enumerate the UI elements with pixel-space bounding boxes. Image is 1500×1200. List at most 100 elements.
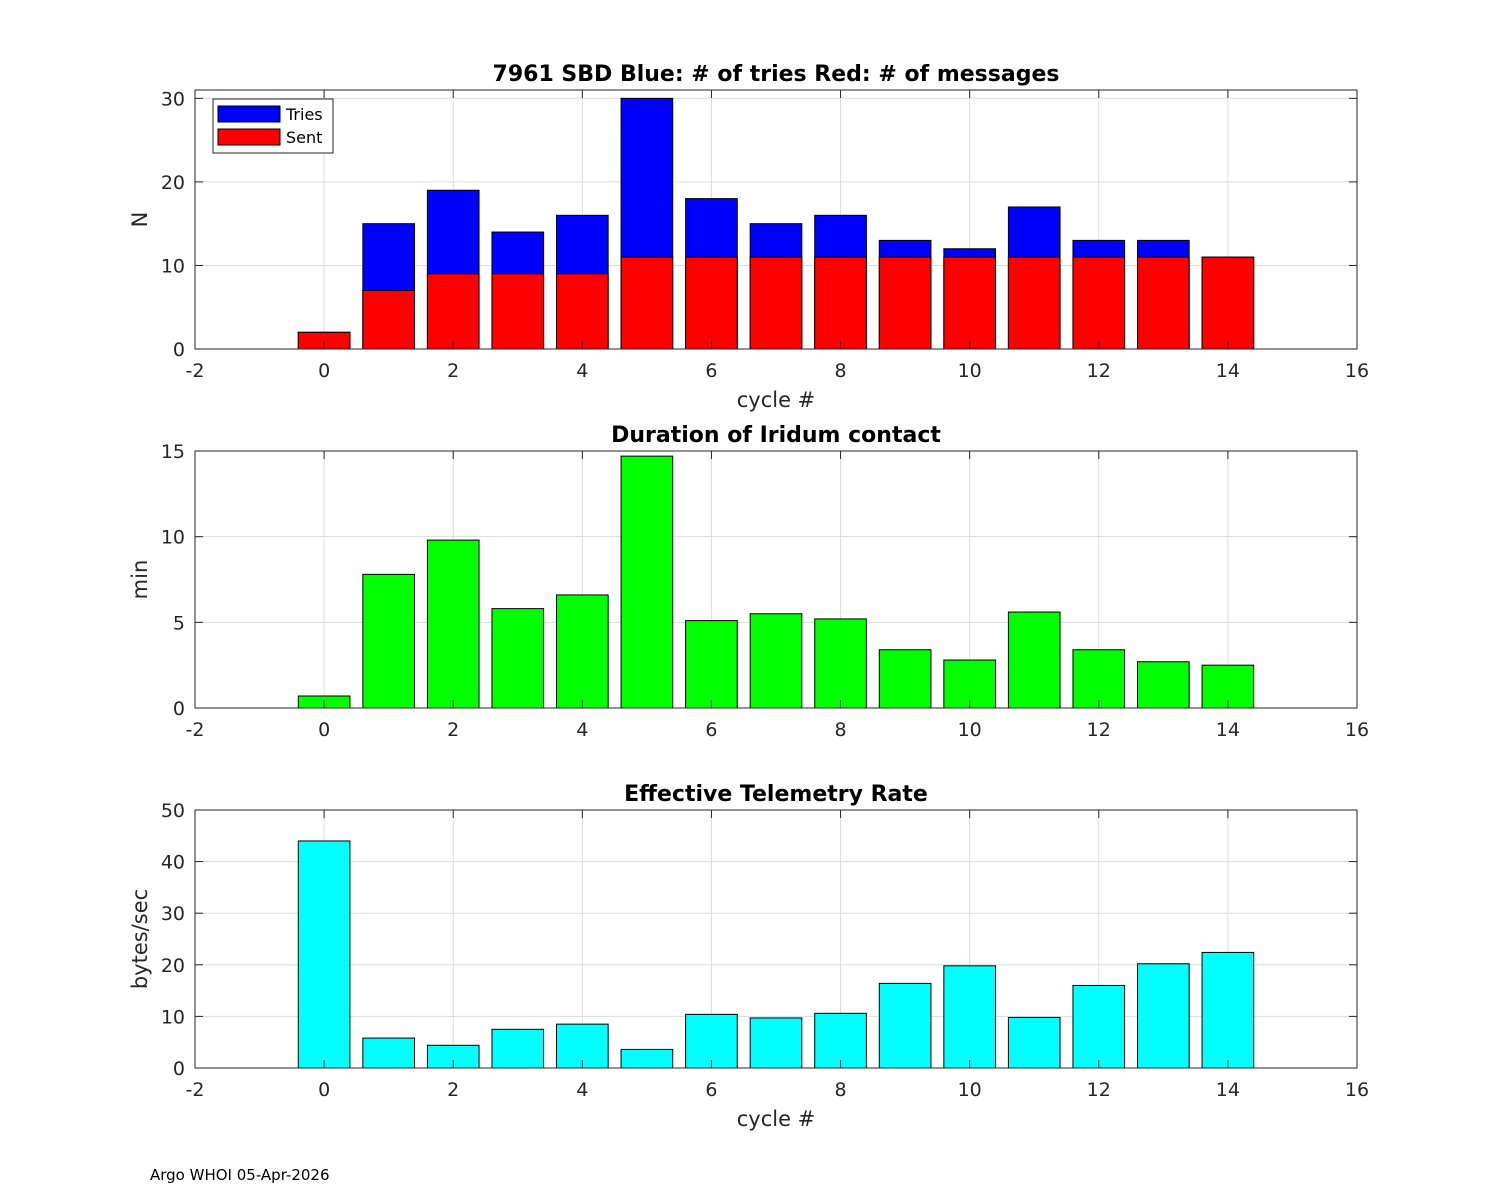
bar-rate-cycle-0 <box>297 840 351 1069</box>
bar-rate-cycle-3 <box>491 1028 545 1069</box>
x-tick-label: 6 <box>705 719 717 741</box>
chart-title: Effective Telemetry Rate <box>624 782 928 807</box>
y-tick-label: 0 <box>173 698 185 720</box>
y-tick-label: 10 <box>161 255 185 277</box>
y-tick-label: 20 <box>161 172 185 194</box>
y-tick-label: 40 <box>161 852 185 874</box>
bar-rate-cycle-14 <box>1201 951 1255 1069</box>
y-tick-label: 30 <box>161 903 185 925</box>
chart-title: 7961 SBD Blue: # of tries Red: # of mess… <box>493 62 1060 87</box>
bar-sent-cycle-7 <box>749 256 803 350</box>
x-tick-label: 0 <box>318 719 330 741</box>
bar-sent-cycle-5 <box>620 256 674 350</box>
bar-rate-cycle-6 <box>685 1013 738 1069</box>
y-tick-label: 10 <box>161 1006 185 1028</box>
x-tick-label: 2 <box>447 1079 459 1101</box>
y-tick-label: 10 <box>161 527 185 549</box>
legend-label-sent: Sent <box>286 128 322 147</box>
bar-sent-cycle-9 <box>878 256 932 350</box>
bar-rate-cycle-13 <box>1137 963 1190 1069</box>
x-tick-label: 14 <box>1216 360 1240 382</box>
bar-sent-cycle-2 <box>426 273 480 350</box>
bar-sent-cycle-11 <box>1007 256 1061 350</box>
x-tick-label: 2 <box>447 719 459 741</box>
y-tick-label: 0 <box>173 339 185 361</box>
bar-rate-cycle-7 <box>749 1017 803 1069</box>
x-tick-label: 4 <box>576 1079 588 1101</box>
bar-duration-cycle-13 <box>1137 661 1190 709</box>
bar-sent-cycle-10 <box>943 256 996 350</box>
x-tick-label: 0 <box>318 1079 330 1101</box>
bar-duration-cycle-11 <box>1007 611 1061 709</box>
x-tick-label: 6 <box>705 360 717 382</box>
bar-sent-cycle-1 <box>362 290 415 350</box>
bar-sent-cycle-6 <box>685 256 738 350</box>
bar-rate-cycle-1 <box>362 1037 415 1069</box>
x-tick-label: 16 <box>1345 719 1369 741</box>
bar-sent-cycle-8 <box>814 256 867 350</box>
bar-rate-cycle-10 <box>943 965 996 1069</box>
x-tick-label: 8 <box>835 719 847 741</box>
x-tick-label: 14 <box>1216 1079 1240 1101</box>
bar-duration-cycle-5 <box>620 455 674 709</box>
bar-rate-cycle-9 <box>878 982 932 1069</box>
y-tick-label: 5 <box>173 612 185 634</box>
x-tick-label: -2 <box>186 1079 205 1101</box>
bar-rate-cycle-5 <box>620 1048 674 1069</box>
bar-duration-cycle-7 <box>749 613 803 709</box>
y-tick-label: 30 <box>161 88 185 110</box>
bar-duration-cycle-9 <box>878 649 932 709</box>
x-tick-label: 16 <box>1345 360 1369 382</box>
bar-duration-cycle-2 <box>426 539 480 709</box>
y-tick-label: 15 <box>161 441 185 463</box>
bar-rate-cycle-11 <box>1007 1016 1061 1069</box>
y-axis-label: min <box>128 560 152 600</box>
x-tick-label: 8 <box>835 1079 847 1101</box>
legend-swatch-sent <box>217 128 281 146</box>
x-tick-label: 8 <box>835 360 847 382</box>
legend: Tries Sent <box>212 98 334 154</box>
bar-sent-cycle-14 <box>1201 256 1255 350</box>
chart-title: Duration of Iridum contact <box>611 423 941 448</box>
x-tick-label: 0 <box>318 360 330 382</box>
bar-sent-cycle-4 <box>556 273 609 350</box>
x-tick-label: 12 <box>1087 719 1111 741</box>
x-axis-label: cycle # <box>737 1107 816 1131</box>
bar-duration-cycle-8 <box>814 618 867 709</box>
bar-duration-cycle-12 <box>1072 649 1126 709</box>
x-axis-label: cycle # <box>737 388 816 412</box>
bar-duration-cycle-3 <box>491 608 545 709</box>
y-tick-label: 50 <box>161 800 185 822</box>
legend-label-tries: Tries <box>285 105 323 124</box>
axes-frame <box>194 809 1358 1069</box>
x-tick-label: 10 <box>958 719 982 741</box>
axes-frame <box>194 89 1358 350</box>
y-tick-label: 0 <box>173 1058 185 1080</box>
y-tick-label: 20 <box>161 955 185 977</box>
bar-rate-cycle-8 <box>814 1012 867 1069</box>
x-tick-label: -2 <box>186 360 205 382</box>
bar-duration-cycle-1 <box>362 573 415 709</box>
bar-sent-cycle-13 <box>1137 256 1190 350</box>
bar-sent-cycle-3 <box>491 273 545 350</box>
x-tick-label: 12 <box>1087 360 1111 382</box>
x-tick-label: -2 <box>186 719 205 741</box>
bar-sent-cycle-12 <box>1072 256 1126 350</box>
x-tick-label: 6 <box>705 1079 717 1101</box>
bar-rate-cycle-12 <box>1072 984 1126 1069</box>
x-tick-label: 2 <box>447 360 459 382</box>
bar-duration-cycle-6 <box>685 620 738 709</box>
footer-credit: Argo WHOI 05-Apr-2026 <box>150 1166 330 1184</box>
x-tick-label: 4 <box>576 360 588 382</box>
axes-frame <box>194 450 1358 709</box>
x-tick-label: 10 <box>958 1079 982 1101</box>
y-axis-label: bytes/sec <box>128 889 152 989</box>
x-tick-label: 4 <box>576 719 588 741</box>
x-tick-label: 12 <box>1087 1079 1111 1101</box>
bar-duration-cycle-4 <box>556 594 609 709</box>
bar-rate-cycle-4 <box>556 1023 609 1069</box>
